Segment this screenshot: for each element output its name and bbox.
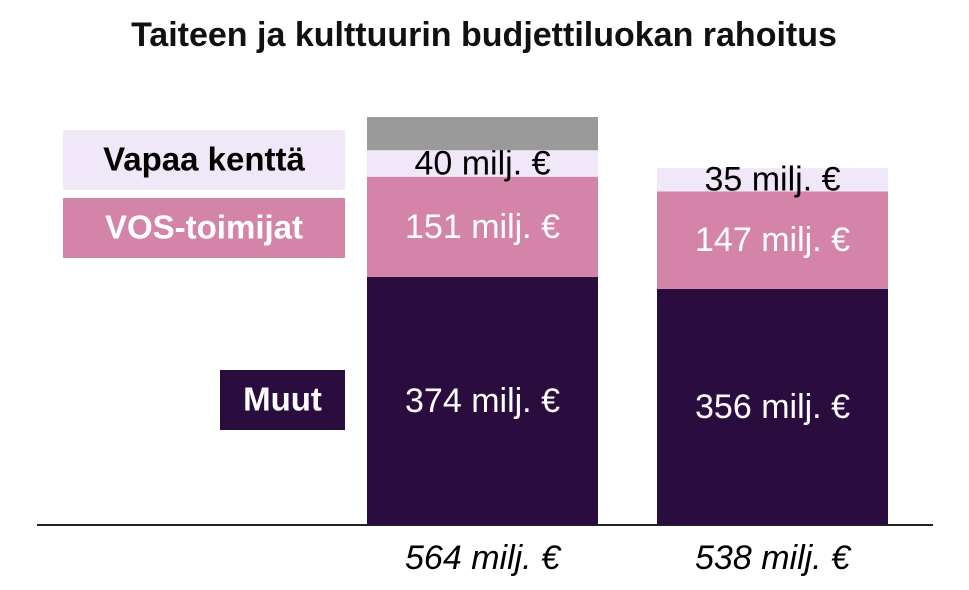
legend-label: VOS-toimijat (105, 209, 303, 246)
data-label: 374 milj. € (405, 382, 560, 420)
data-label: 40 milj. € (414, 144, 550, 182)
data-label: 147 milj. € (695, 221, 850, 259)
legend-label: Vapaa kenttä (103, 141, 305, 178)
bar-segment (657, 191, 888, 289)
legend-swatch (63, 198, 345, 258)
bar-segment (657, 288, 888, 525)
legend-swatch (63, 130, 345, 190)
chart-title: Taiteen ja kulttuurin budjettiluokan rah… (131, 16, 837, 54)
legend-label: Muut (243, 381, 322, 418)
bar-segment (367, 176, 598, 277)
total-label: 538 milj. € (695, 539, 852, 577)
legend-swatch (220, 370, 345, 430)
data-label: 356 milj. € (695, 388, 850, 426)
bar-segment (657, 168, 888, 192)
data-label: 35 milj. € (704, 161, 840, 199)
bar-segment (367, 276, 598, 525)
bar-segment (367, 117, 598, 151)
total-label: 564 milj. € (405, 539, 562, 577)
bar-segment (367, 150, 598, 177)
data-label: 151 milj. € (405, 208, 560, 246)
